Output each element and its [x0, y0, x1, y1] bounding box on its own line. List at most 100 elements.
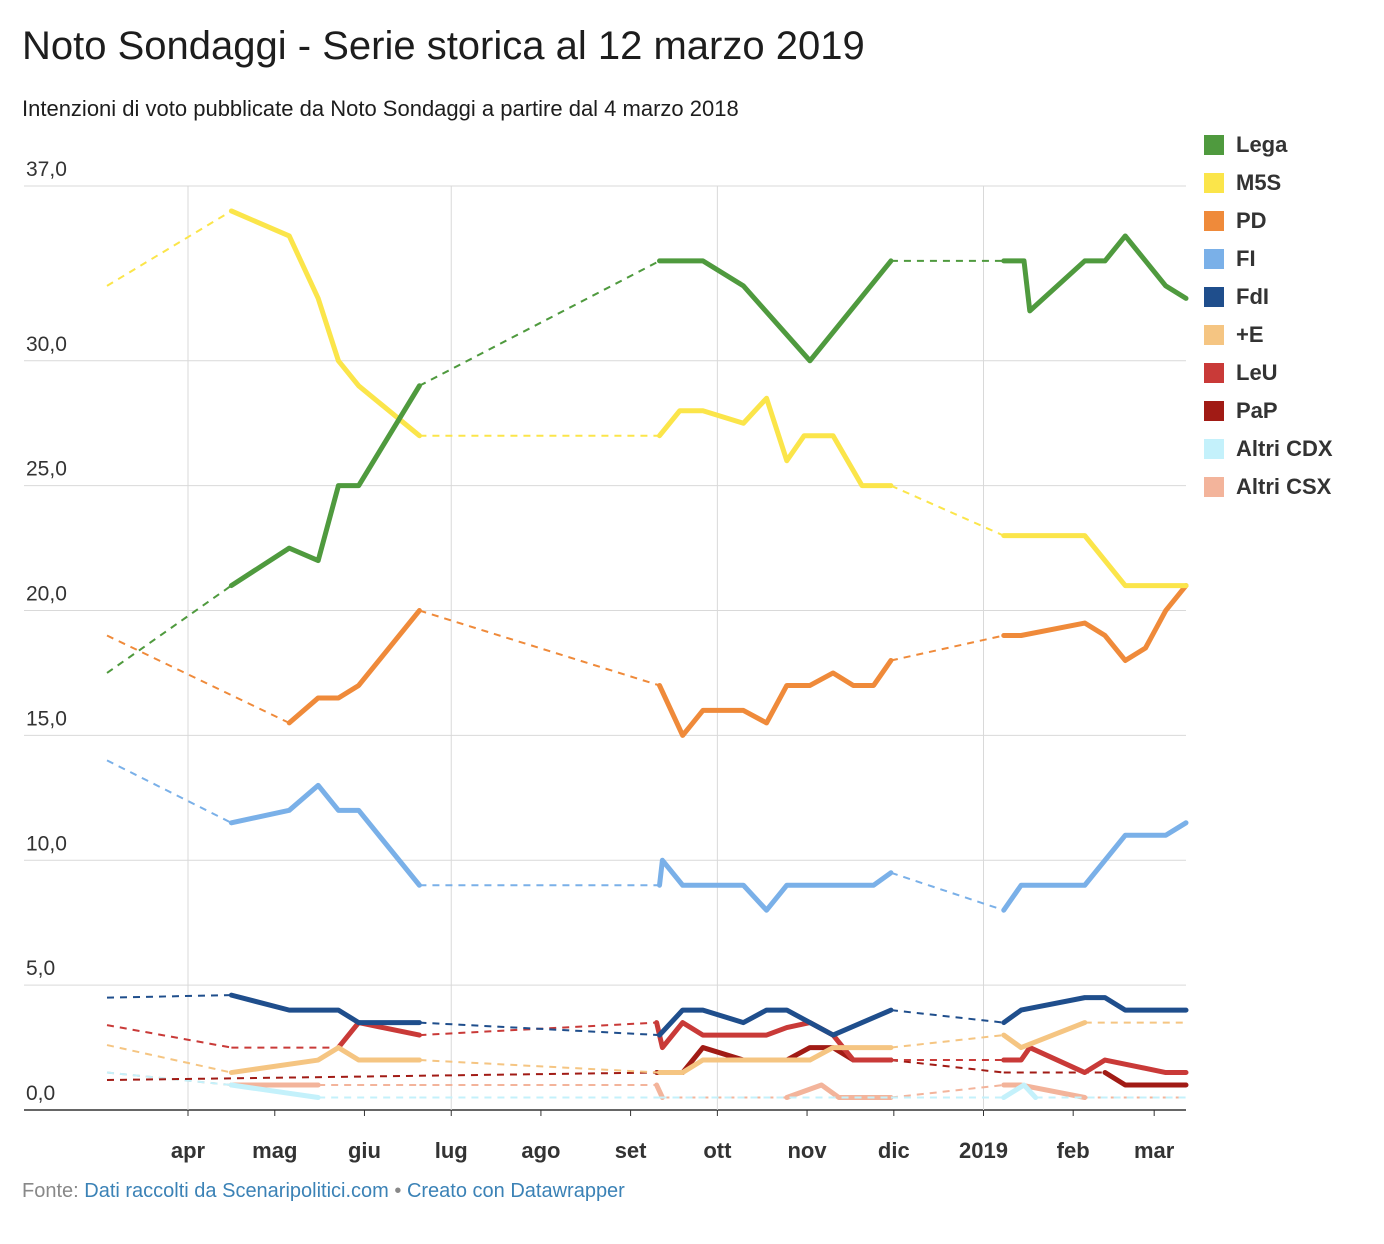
series--e [106, 1020, 1186, 1076]
series-line [1001, 583, 1189, 663]
legend-item[interactable]: LeU [1204, 354, 1333, 392]
series-line [654, 1020, 894, 1063]
x-tick-label: feb [1057, 1138, 1090, 1163]
legend-label: M5S [1236, 170, 1282, 195]
series-gap-line [419, 1021, 660, 1037]
series-line [1001, 820, 1189, 913]
x-tick-label: nov [787, 1138, 827, 1163]
axis-layer: 0,0 5,0 10,0 15,0 20,0 25,0 30,0 37,0 apr mag giu l… [26, 158, 1175, 1163]
legend-label: Lega [1236, 132, 1288, 157]
legend-label: Altri CDX [1236, 436, 1333, 461]
series-gap-line [106, 759, 232, 824]
series-gap-line [106, 584, 232, 674]
y-tick-label: 30,0 [26, 333, 67, 356]
series-line [286, 608, 422, 726]
legend-swatch [1204, 363, 1224, 383]
series-fi [106, 759, 1189, 913]
legend-label: +E [1236, 322, 1264, 347]
legend-swatch [1204, 325, 1224, 345]
series-m5s [106, 208, 1189, 589]
y-tick-label: 10,0 [26, 832, 67, 855]
series-gap-line [890, 1034, 1004, 1049]
footer-prefix: Fonte: [22, 1180, 85, 1202]
legend-label: FdI [1236, 284, 1269, 309]
legend-item[interactable]: Altri CSX [1204, 468, 1333, 506]
series-gap-line [890, 1009, 1004, 1024]
series-line [657, 657, 894, 738]
chart-subtitle: Intenzioni di voto pubblicate da Noto So… [22, 96, 739, 121]
series-line [657, 258, 894, 364]
y-tick-label: 37,0 [26, 158, 67, 181]
series-line [654, 1082, 665, 1101]
series-line [1001, 995, 1189, 1026]
series-line [657, 395, 894, 489]
series-gap-line [890, 634, 1004, 662]
x-tick-label: apr [171, 1138, 206, 1163]
series-gap-line [106, 210, 232, 287]
series-line [657, 1007, 894, 1038]
legend-label: FI [1236, 246, 1256, 271]
legend-item[interactable]: Altri CDX [1204, 430, 1333, 468]
x-tick-label: lug [435, 1138, 468, 1163]
series-line [228, 782, 422, 888]
series-gap-line [106, 994, 232, 999]
legend-swatch [1204, 173, 1224, 193]
series-line [1001, 233, 1189, 314]
series-line [1001, 1020, 1088, 1051]
legend-item[interactable]: FI [1204, 240, 1333, 278]
grid-layer [24, 185, 1186, 1111]
series-lega [106, 233, 1189, 674]
legend-swatch [1204, 401, 1224, 421]
y-tick-label: 15,0 [26, 707, 67, 730]
series-gap-line [890, 1059, 1004, 1074]
x-tick-label: dic [878, 1138, 910, 1163]
source-link[interactable]: Dati raccolti da Scenaripolitici.com [84, 1180, 389, 1202]
legend-label: PD [1236, 208, 1267, 233]
x-tick-label: set [615, 1138, 647, 1163]
series-gap-line [419, 609, 660, 687]
series-gap-line [106, 1071, 232, 1087]
x-tick-label: giu [348, 1138, 381, 1163]
legend-label: Altri CSX [1236, 474, 1332, 499]
footer: Fonte: Dati raccolti da Scenaripolitici.… [22, 1180, 625, 1203]
series-gap-line [890, 484, 1005, 537]
x-tick-label: mag [252, 1138, 297, 1163]
x-tick-label: ott [703, 1138, 732, 1163]
series-line [1001, 1082, 1039, 1101]
legend: Lega M5S PD FI FdI +E LeU PaP Altri CDX Altri CSX [1204, 126, 1333, 506]
series-line [657, 857, 894, 913]
legend-item[interactable]: +E [1204, 316, 1333, 354]
series-line [657, 1045, 894, 1076]
line-chart: 0,0 5,0 10,0 15,0 20,0 25,0 30,0 37,0 apr mag giu l… [24, 158, 1189, 1163]
y-tick-label: 20,0 [26, 583, 67, 606]
series-line [1001, 533, 1189, 589]
x-tick-label: mar [1134, 1138, 1175, 1163]
legend-item[interactable]: PaP [1204, 392, 1333, 430]
series-gap-line [419, 1059, 660, 1074]
legend-item[interactable]: M5S [1204, 164, 1333, 202]
series-line [1001, 1045, 1189, 1076]
legend-label: LeU [1236, 360, 1278, 385]
x-tick-label: 2019 [959, 1138, 1008, 1163]
series-gap-line [890, 871, 1005, 912]
legend-swatch [1204, 477, 1224, 497]
series-gap-line [106, 634, 290, 724]
series-gap-line [106, 1024, 232, 1049]
footer-separator: • [388, 1180, 407, 1202]
series-line [228, 992, 422, 1026]
legend-item[interactable]: FdI [1204, 278, 1333, 316]
y-tick-label: 0,0 [26, 1082, 55, 1105]
legend-swatch [1204, 135, 1224, 155]
y-tick-label: 5,0 [26, 957, 55, 980]
series-gap-line [106, 1071, 657, 1082]
series-gap-line [890, 1084, 1004, 1099]
x-tick-label: ago [521, 1138, 560, 1163]
legend-swatch [1204, 211, 1224, 231]
legend-swatch [1204, 249, 1224, 269]
series-line [335, 1020, 422, 1051]
series-line [1102, 1070, 1189, 1088]
datawrapper-link[interactable]: Creato con Datawrapper [406, 1180, 625, 1202]
chart-title: Noto Sondaggi - Serie storica al 12 marz… [22, 24, 865, 68]
legend-item[interactable]: PD [1204, 202, 1333, 240]
legend-item[interactable]: Lega [1204, 126, 1333, 164]
